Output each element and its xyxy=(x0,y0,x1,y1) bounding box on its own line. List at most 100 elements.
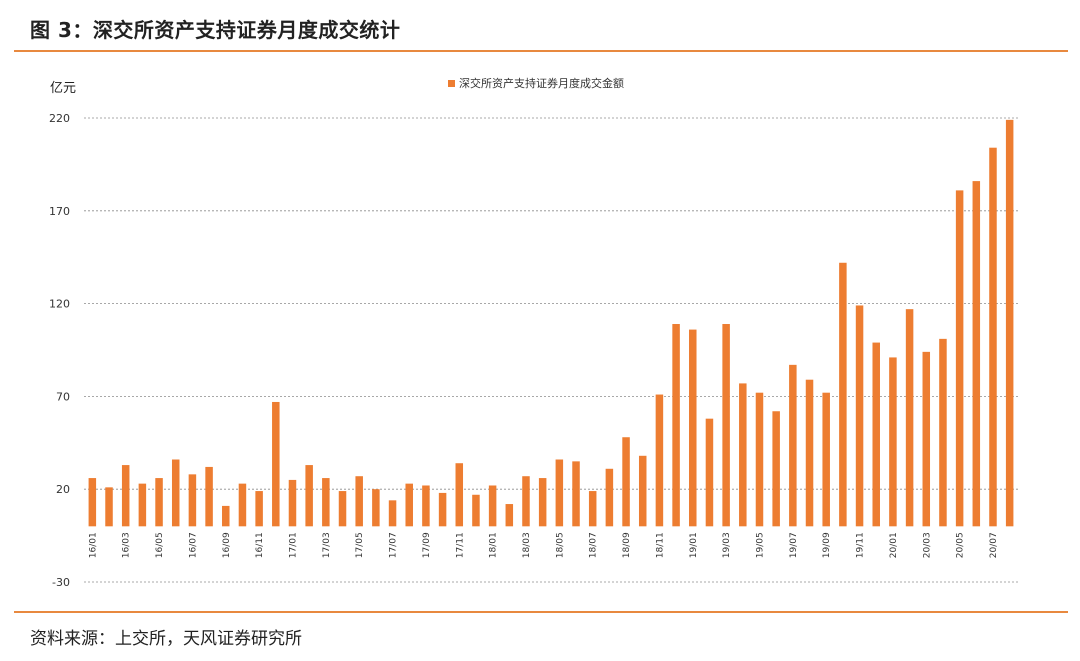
x-tick-label: 18/01 xyxy=(489,532,499,558)
source-note: 资料来源：上交所，天风证券研究所 xyxy=(30,629,302,649)
bar xyxy=(1005,119,1014,527)
bar xyxy=(355,476,363,527)
bar xyxy=(488,485,497,527)
bar xyxy=(238,483,247,527)
bar xyxy=(989,147,997,527)
x-tick-label: 20/05 xyxy=(956,532,966,558)
bar xyxy=(188,474,197,527)
legend-swatch xyxy=(448,80,455,87)
x-tick-label: 19/01 xyxy=(689,532,699,558)
x-tick-label: 16/09 xyxy=(222,532,232,558)
bar xyxy=(638,455,647,527)
bar xyxy=(121,465,130,527)
bar xyxy=(422,485,430,527)
x-tick-label: 16/11 xyxy=(255,532,265,558)
y-unit-label: 亿元 xyxy=(50,81,76,96)
bar xyxy=(155,478,163,527)
bar xyxy=(889,357,897,527)
bar xyxy=(655,394,664,527)
bar xyxy=(105,487,113,527)
bar xyxy=(905,309,914,527)
bar xyxy=(222,505,230,527)
x-tick-label: 19/05 xyxy=(755,532,765,558)
legend: 深交所资产支持证券月度成交金额 xyxy=(448,76,624,90)
x-tick-label: 16/07 xyxy=(188,532,198,558)
x-tick-label: 16/03 xyxy=(122,532,132,558)
y-tick-label: 220 xyxy=(49,112,70,125)
bar xyxy=(739,383,747,527)
bar xyxy=(622,437,630,527)
bar xyxy=(605,468,614,527)
bar xyxy=(88,478,97,527)
y-axis-ticks: 220 170 120 70 20 -30 xyxy=(49,112,70,589)
x-tick-label: 18/09 xyxy=(622,532,632,558)
bar xyxy=(288,479,297,527)
x-tick-label: 16/01 xyxy=(88,532,98,558)
x-tick-label: 18/05 xyxy=(555,532,565,558)
bar xyxy=(538,478,547,527)
bar xyxy=(272,401,280,527)
bars xyxy=(88,119,1014,527)
x-tick-label: 16/05 xyxy=(155,532,165,558)
x-tick-label: 19/03 xyxy=(722,532,732,558)
bar xyxy=(839,262,847,527)
y-tick-label: 70 xyxy=(56,390,70,403)
y-tick-label: -30 xyxy=(52,576,70,589)
bar xyxy=(555,459,564,527)
y-tick-label: 120 xyxy=(49,298,70,311)
bar xyxy=(822,392,830,527)
x-tick-label: 20/01 xyxy=(889,532,899,558)
x-axis-ticks: 16/01 16/03 16/05 16/07 16/09 16/11 17/01 17/03… xyxy=(88,532,999,558)
x-tick-label: 17/07 xyxy=(389,532,399,558)
bar xyxy=(855,305,864,527)
bar xyxy=(805,379,814,527)
bar xyxy=(722,324,730,527)
bottom-divider xyxy=(14,611,1068,613)
bar xyxy=(689,329,697,527)
bar xyxy=(972,181,981,527)
bar xyxy=(372,489,380,527)
bar xyxy=(171,459,180,527)
x-tick-label: 17/05 xyxy=(355,532,365,558)
bar xyxy=(305,465,313,527)
x-tick-label: 20/07 xyxy=(989,532,999,558)
x-tick-label: 19/09 xyxy=(822,532,832,558)
bar xyxy=(338,491,347,527)
x-tick-label: 18/03 xyxy=(522,532,532,558)
x-tick-label: 19/11 xyxy=(856,532,866,558)
x-tick-label: 17/09 xyxy=(422,532,432,558)
bar xyxy=(388,500,397,527)
bar xyxy=(505,504,514,527)
bar xyxy=(705,418,714,527)
bar xyxy=(455,463,464,527)
bar xyxy=(255,491,263,527)
bar xyxy=(438,492,447,527)
bar xyxy=(322,478,330,527)
bar xyxy=(755,392,764,527)
bar xyxy=(872,342,880,527)
x-tick-label: 18/07 xyxy=(589,532,599,558)
bar xyxy=(205,466,213,527)
bar xyxy=(772,411,780,527)
bar xyxy=(939,338,947,527)
x-tick-label: 17/03 xyxy=(322,532,332,558)
bar xyxy=(672,324,680,527)
figure-title: 图 3：深交所资产支持证券月度成交统计 xyxy=(30,18,401,42)
x-tick-label: 17/01 xyxy=(288,532,298,558)
bar xyxy=(922,351,931,527)
x-tick-label: 17/11 xyxy=(455,532,465,558)
bar xyxy=(588,491,597,527)
bar xyxy=(472,494,480,527)
y-tick-label: 20 xyxy=(56,483,70,496)
bar xyxy=(405,483,413,527)
bar xyxy=(138,483,147,527)
legend-label: 深交所资产支持证券月度成交金额 xyxy=(459,76,624,90)
x-tick-label: 20/03 xyxy=(922,532,932,558)
bar xyxy=(789,364,797,527)
y-tick-label: 170 xyxy=(49,205,70,218)
x-tick-label: 19/07 xyxy=(789,532,799,558)
x-tick-label: 18/11 xyxy=(655,532,665,558)
bar xyxy=(955,190,964,527)
bar xyxy=(522,476,530,527)
